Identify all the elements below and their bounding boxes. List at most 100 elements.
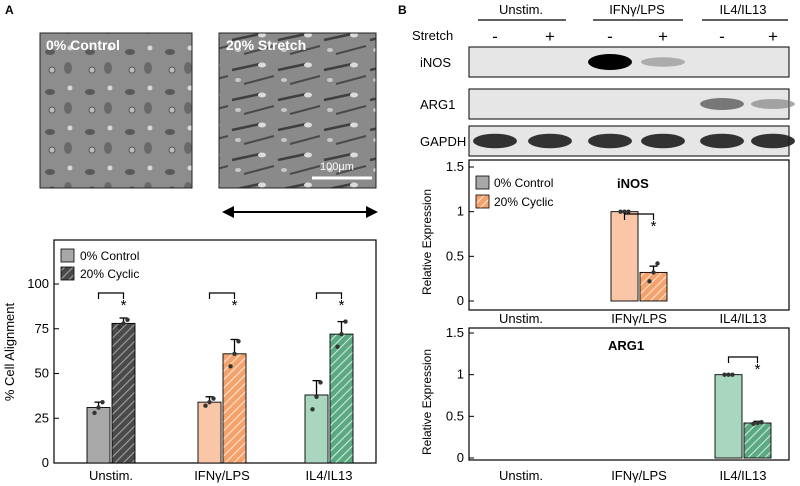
chart-a-legend: 0% Control 20% Cyclic [60,248,139,281]
legend-control-label: 0% Control [80,249,139,263]
legend-inos-control-label: 0% Control [494,176,553,190]
data-point [100,399,105,405]
chart-a-plot: 0 25 50 75 100 Unstim. * IFNγ/LPS * IL4/IL13 * [27,276,354,483]
blot-band [641,133,685,149]
data-point [626,209,631,214]
blot-band [700,133,744,149]
data-point [92,410,97,416]
x-tick-label: IL4/IL13 [720,468,767,483]
blot-band [588,54,632,70]
chart-arg1-plot: 0 0.5 1 1.5 Unstim. IFNγ/LPS IL4/IL13 * [446,325,772,483]
y-tick-label: 1 [457,204,464,219]
y-tick-label: 1.5 [446,159,464,174]
x-tick-label: IL4/IL13 [306,468,353,483]
stretch-mark: - [719,27,725,46]
data-point [335,344,340,349]
y-tick-label: 0 [457,450,464,465]
bar [329,333,354,464]
y-tick-label: 25 [35,410,49,425]
blot-row-label: ARG1 [420,97,455,112]
panel-label-a: A [5,3,14,17]
stretch-mark: - [607,27,613,46]
data-point [759,419,764,425]
y-tick-label: 1.5 [446,325,464,340]
data-point [730,372,735,377]
y-tick-label: 0 [457,293,464,308]
data-point [751,421,756,427]
chart-arg1-ylabel: Relative Expression [420,349,434,455]
panel-label-b: B [398,3,407,17]
x-tick-label: Unstim. [499,468,543,483]
bar [714,374,743,459]
x-tick-label: IFNγ/LPS [611,311,667,326]
stretch-mark: - [492,27,498,46]
significance-star: * [755,361,761,378]
chart-inos-title: iNOS [617,176,649,191]
stretch-marks: - + - + - + [492,27,778,46]
data-point [228,364,233,369]
x-tick-label: IFNγ/LPS [194,468,250,483]
data-point [343,319,348,324]
data-point [207,399,212,405]
scale-bar-label: 100µm [320,161,354,173]
chart-inos-legend: 0% Control 20% Cyclic [475,175,553,209]
bar [304,394,329,464]
y-tick-label: 0.5 [446,408,464,423]
significance-bracket [208,292,236,299]
blot-band [588,133,632,149]
blot-band [751,133,795,149]
y-tick-label: 75 [35,321,49,336]
x-tick-label: IFNγ/LPS [611,468,667,483]
micrograph-stretch-label: 20% Stretch [226,37,306,53]
chart-inos-plot: 0 0.5 1 1.5 Unstim. IFNγ/LPS * IL4/IL13 [446,159,767,326]
blot-band [641,57,685,67]
blot-band [528,133,572,149]
legend-inos-stretch-label: 20% Cyclic [494,195,553,209]
stretch-mark: + [545,27,555,46]
chart-arg1-title: ARG1 [608,338,644,353]
data-point [618,209,623,214]
blot-row-label: GAPDH [420,134,466,149]
blot-row-label: iNOS [420,55,451,70]
data-point [726,372,731,377]
y-tick-label: 100 [27,276,49,291]
legend-stretch-label: 20% Cyclic [80,267,139,281]
x-tick-label: Unstim. [499,311,543,326]
x-tick-label: Unstim. [89,468,133,483]
data-point [117,324,122,330]
stretch-mark: + [768,27,778,46]
data-point [203,403,208,408]
chart-inos-frame [468,159,790,311]
blot-group-unstim: Unstim. [499,2,543,17]
data-point [236,339,241,344]
data-point [722,372,727,377]
x-tick-label: IL4/IL13 [720,311,767,326]
bar [86,407,111,464]
y-tick-label: 0.5 [446,248,464,263]
micrograph-control-label: 0% Control [46,37,120,53]
data-point [755,420,760,426]
data-point [314,394,319,399]
blot-group-il4: IL4/IL13 [720,2,767,17]
data-point [339,331,344,337]
data-point [232,351,237,357]
blot-group-ifn: IFNγ/LPS [609,2,665,17]
bar [111,322,136,464]
significance-bracket [97,292,125,299]
chart-arg1-frame [468,327,790,461]
legend-inos-control-swatch [475,175,490,190]
bar [610,211,639,302]
data-point [655,261,660,266]
western-blots: iNOS ARG1 GAPDH [420,46,795,157]
stretch-direction-arrow [222,206,378,218]
data-point [651,270,656,275]
data-point [211,396,216,401]
significance-star: * [651,218,657,235]
bar [743,422,772,459]
y-tick-label: 0 [42,455,49,470]
legend-control-swatch [60,248,75,263]
significance-bracket [315,292,343,299]
bar [197,401,222,464]
data-point [125,317,130,322]
data-point [622,209,627,214]
